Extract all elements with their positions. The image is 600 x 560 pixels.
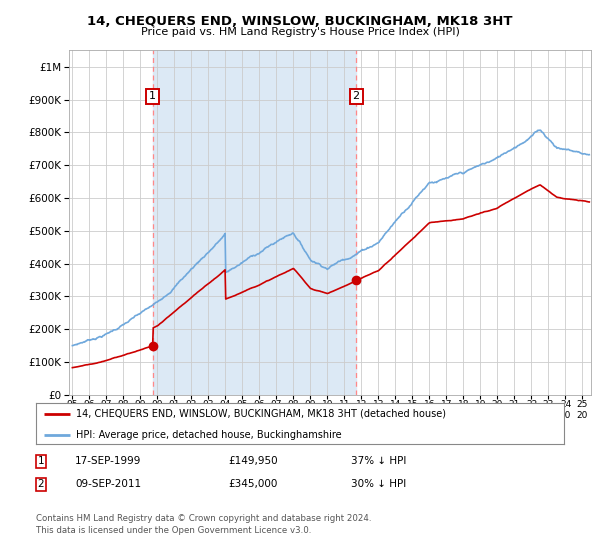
- Bar: [152, 50, 356, 395]
- Text: 30% ↓ HPI: 30% ↓ HPI: [351, 479, 406, 489]
- Text: 14, CHEQUERS END, WINSLOW, BUCKINGHAM, MK18 3HT: 14, CHEQUERS END, WINSLOW, BUCKINGHAM, M…: [87, 15, 513, 28]
- Text: 14, CHEQUERS END, WINSLOW, BUCKINGHAM, MK18 3HT (detached house): 14, CHEQUERS END, WINSLOW, BUCKINGHAM, M…: [76, 409, 446, 419]
- Text: Contains HM Land Registry data © Crown copyright and database right 2024.
This d: Contains HM Land Registry data © Crown c…: [36, 514, 371, 535]
- Text: 1: 1: [149, 91, 156, 101]
- Text: 37% ↓ HPI: 37% ↓ HPI: [351, 456, 406, 466]
- Text: HPI: Average price, detached house, Buckinghamshire: HPI: Average price, detached house, Buck…: [76, 430, 341, 440]
- Text: 09-SEP-2011: 09-SEP-2011: [75, 479, 141, 489]
- Text: 17-SEP-1999: 17-SEP-1999: [75, 456, 142, 466]
- Text: £345,000: £345,000: [228, 479, 277, 489]
- Text: 2: 2: [37, 479, 44, 489]
- Text: Price paid vs. HM Land Registry's House Price Index (HPI): Price paid vs. HM Land Registry's House …: [140, 27, 460, 38]
- Text: 1: 1: [37, 456, 44, 466]
- Text: 2: 2: [353, 91, 360, 101]
- Text: £149,950: £149,950: [228, 456, 278, 466]
